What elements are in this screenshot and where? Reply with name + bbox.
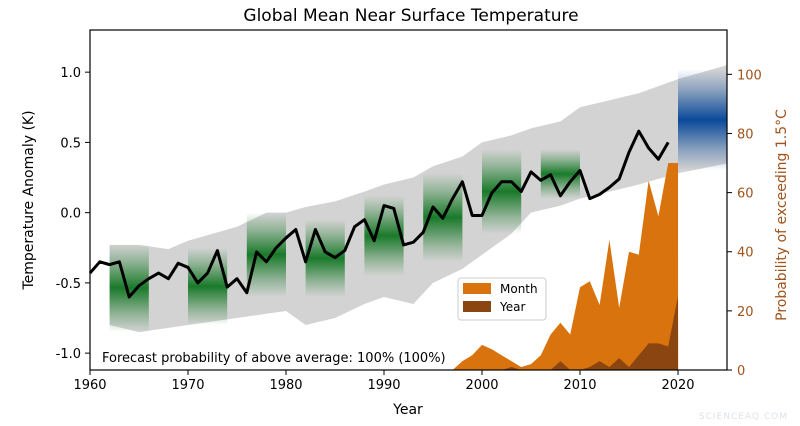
hindcast-block — [246, 212, 286, 297]
legend-swatch-year — [463, 301, 491, 312]
right-y-tick-label: 100 — [737, 68, 762, 83]
plot-frame — [89, 29, 728, 371]
right-y-tick-label: 60 — [737, 187, 754, 202]
hindcast-block — [482, 149, 522, 234]
x-tick-label: 1960 — [73, 378, 106, 393]
legend: Month Year — [457, 277, 547, 321]
watermark: SCIENCEAQ.COM — [698, 412, 788, 422]
right-y-tick-label: 20 — [737, 305, 754, 320]
plot-area: 1960 1970 1980 1990 2000 2010 2020 -1.0 -0.5 0.0 0… — [56, 29, 762, 393]
y-tick-label: -1.0 — [56, 347, 81, 362]
x-tick-label: 2000 — [465, 378, 498, 393]
legend-swatch-month — [463, 283, 491, 294]
forecast-annotation: Forecast probability of above average: 1… — [102, 351, 446, 366]
hindcast-block — [305, 219, 345, 297]
y-tick-label: 0.5 — [60, 136, 81, 151]
area-year — [501, 296, 679, 370]
right-y-tick-label: 40 — [737, 246, 754, 261]
observed-line — [88, 129, 670, 299]
right-y-tick-label: 0 — [737, 364, 745, 379]
right-y-tick-label: 80 — [737, 127, 754, 142]
right-axis-label: Probability of exceeding 1.5°C — [774, 109, 790, 321]
hindcast-block — [540, 149, 580, 199]
x-tick-label: 2010 — [563, 378, 596, 393]
hindcast-block — [188, 247, 228, 326]
legend-label-year: Year — [499, 300, 525, 314]
area-month — [452, 163, 679, 370]
x-tick-label: 1990 — [367, 378, 400, 393]
x-tick-label: 2020 — [661, 378, 694, 393]
forecast-block — [678, 69, 727, 171]
y-tick-label: 0.0 — [60, 207, 81, 222]
x-axis-label: Year — [392, 402, 423, 418]
chart-title: Global Mean Near Surface Temperature — [243, 6, 578, 26]
x-tick-label: 1980 — [269, 378, 302, 393]
y-axis-label: Temperature Anomaly (K) — [21, 110, 37, 290]
legend-label-month: Month — [500, 282, 538, 296]
y-tick-label: 1.0 — [60, 66, 81, 81]
hindcast-block — [109, 243, 149, 333]
x-tick-label: 1970 — [171, 378, 204, 393]
y-tick-label: -0.5 — [56, 277, 81, 292]
